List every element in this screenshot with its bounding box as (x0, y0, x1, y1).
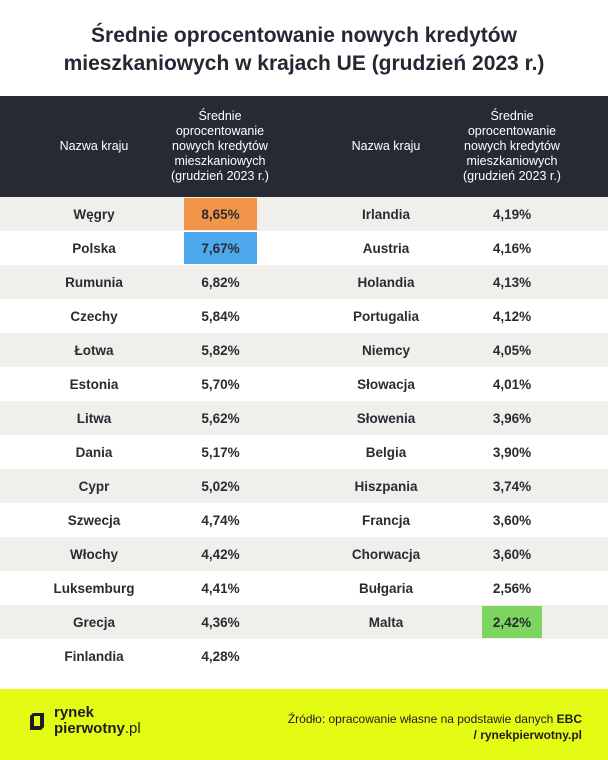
rate-value: 5,62% (201, 410, 240, 426)
table-row: Cypr 5,02% Hiszpania 3,74% (0, 469, 608, 503)
country-name: Łotwa (74, 342, 114, 358)
country-name: Bułgaria (358, 580, 413, 596)
country-name: Litwa (76, 410, 112, 426)
country-name: Finlandia (64, 648, 124, 664)
country-name: Czechy (70, 308, 118, 324)
rate-value: 4,42% (201, 546, 240, 562)
rate-value: 4,19% (492, 206, 532, 222)
table-row: Dania 5,17% Belgia 3,90% (0, 435, 608, 469)
country-name: Węgry (73, 206, 115, 222)
country-name: Luksemburg (53, 580, 135, 596)
rate-value: 5,84% (201, 308, 240, 324)
country-name: Malta (368, 614, 404, 630)
country-name: Hiszpania (354, 478, 418, 494)
country-name: Cypr (78, 478, 110, 494)
rate-value: 4,12% (492, 308, 532, 324)
logo-line2-bold: pierwotny (54, 720, 125, 737)
logo: rynek pierwotny.pl (30, 705, 150, 745)
rate-value: 3,96% (492, 410, 532, 426)
country-name: Grecja (72, 614, 116, 630)
rate-value: 4,01% (492, 376, 532, 392)
page-title: Średnie oprocentowanie nowych kredytów m… (63, 24, 545, 75)
table-row: Węgry 8,65% Irlandia 4,19% (0, 197, 608, 231)
country-name: Portugalia (352, 308, 419, 324)
header-rate-left: Średnie oprocentowanie nowych kredytów m… (171, 109, 269, 183)
table-row: Czechy 5,84% Portugalia 4,12% (0, 299, 608, 333)
table-body: Węgry 8,65% Irlandia 4,19% Polska 7,67% Austri… (0, 197, 608, 673)
rate-value: 7,67% (184, 232, 257, 264)
source-note: Źródło: opracowanie własne na podstawie … (288, 711, 582, 743)
country-name: Belgia (365, 444, 407, 460)
country-name: Francja (361, 512, 411, 528)
table-row: Grecja 4,36% Malta 2,42% (0, 605, 608, 639)
rate-value: 3,60% (492, 512, 532, 528)
table-row: Rumunia 6,82% Holandia 4,13% (0, 265, 608, 299)
logo-mark-icon (30, 713, 44, 730)
rate-value: 4,36% (201, 614, 240, 630)
source-site: / rynekpierwotny.pl (473, 728, 582, 742)
header-country-left: Nazwa kraju (59, 139, 129, 153)
rate-value: 2,42% (482, 606, 542, 638)
country-name: Polska (72, 240, 116, 256)
table-row: Łotwa 5,82% Niemcy 4,05% (0, 333, 608, 367)
table-row: Estonia 5,70% Słowacja 4,01% (0, 367, 608, 401)
table-row: Litwa 5,62% Słowenia 3,96% (0, 401, 608, 435)
rate-value: 3,60% (492, 546, 532, 562)
table-row: Finlandia 4,28% (0, 639, 608, 673)
header-country-right: Nazwa kraju (351, 139, 421, 153)
rate-value: 8,65% (184, 198, 257, 230)
rate-value: 4,41% (201, 580, 240, 596)
country-name: Rumunia (65, 274, 123, 290)
country-name: Włochy (69, 546, 118, 562)
table-header: Nazwa kraju Średnie oprocentowanie nowyc… (0, 96, 608, 197)
source-prefix: Źródło: opracowanie własne na podstawie … (287, 712, 557, 726)
rate-value: 2,56% (492, 580, 532, 596)
table-row: Szwecja 4,74% Francja 3,60% (0, 503, 608, 537)
source-ebc: EBC (556, 712, 582, 726)
rate-value: 5,02% (201, 478, 240, 494)
rate-value: 4,16% (492, 240, 532, 256)
country-name: Słowenia (356, 410, 416, 426)
country-name: Austria (362, 240, 410, 256)
country-name: Szwecja (67, 512, 121, 528)
country-name: Słowacja (357, 376, 415, 392)
rate-value: 4,28% (201, 648, 240, 664)
rate-value: 3,74% (492, 478, 532, 494)
rate-value: 5,70% (201, 376, 240, 392)
rate-value: 5,82% (201, 342, 240, 358)
table-row: Włochy 4,42% Chorwacja 3,60% (0, 537, 608, 571)
header-rate-right: Średnie oprocentowanie nowych kredytów m… (463, 109, 561, 183)
rate-value: 4,13% (492, 274, 532, 290)
rate-value: 6,82% (201, 274, 240, 290)
country-name: Estonia (69, 376, 119, 392)
country-name: Holandia (357, 274, 415, 290)
footer: rynek pierwotny.pl Źródło: opracowanie w… (0, 689, 608, 760)
logo-line1: rynek (54, 704, 95, 721)
table-row: Luksemburg 4,41% Bułgaria 2,56% (0, 571, 608, 605)
table-row: Polska 7,67% Austria 4,16% (0, 231, 608, 265)
country-name: Dania (75, 444, 113, 460)
country-name: Chorwacja (351, 546, 421, 562)
rate-value: 4,74% (201, 512, 240, 528)
country-name: Niemcy (361, 342, 411, 358)
country-name: Irlandia (361, 206, 410, 222)
rate-value: 4,05% (492, 342, 532, 358)
rate-value: 5,17% (201, 444, 240, 460)
logo-line2-rest: .pl (124, 720, 141, 737)
rate-value: 3,90% (492, 444, 532, 460)
